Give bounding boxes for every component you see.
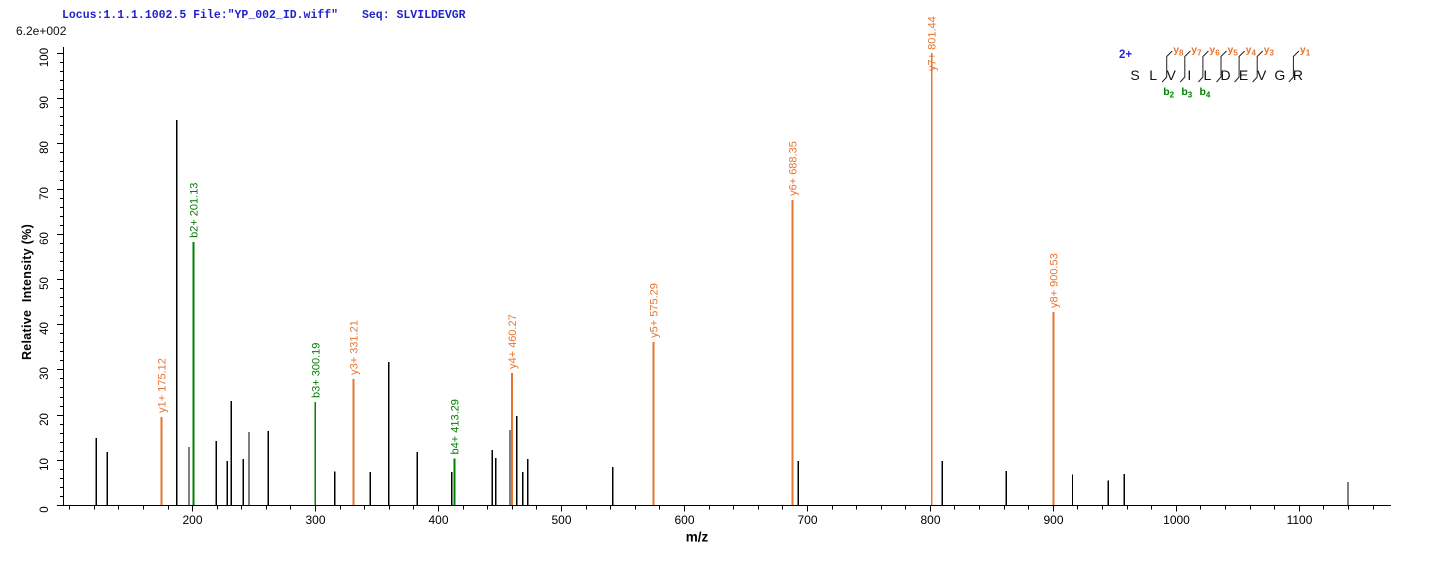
- y-tick-label: 60: [39, 232, 51, 245]
- y-tick-label: 80: [39, 141, 51, 154]
- y-ticks: [57, 53, 63, 506]
- y-tick-label: 30: [39, 367, 51, 380]
- sequence-residue: L: [1149, 67, 1157, 83]
- x-tick-label: 600: [674, 513, 694, 527]
- y-tick-label: 50: [39, 277, 51, 290]
- x-tick-label: 1100: [1287, 513, 1313, 527]
- axes: [63, 47, 1391, 506]
- y-ion-subscript: 4: [1251, 49, 1256, 58]
- y-tick-label: 20: [39, 413, 51, 426]
- y-ion-label: y1: [1300, 44, 1311, 58]
- y-ion-subscript: 6: [1215, 49, 1220, 58]
- spectrum-peaks: [95, 53, 1349, 505]
- y-ion-label: y5: [1228, 44, 1239, 58]
- x-tick-label: 300: [305, 513, 325, 527]
- y-tick-label: 40: [39, 322, 51, 335]
- y-ion-subscript: 1: [1306, 49, 1311, 58]
- locus-file-header: Locus:1.1.1.1002.5 File:"YP_002_ID.wiff": [62, 9, 339, 22]
- y-ion-label: y3: [1264, 44, 1275, 58]
- sequence-header: Seq: SLVILDEVGR: [362, 9, 466, 22]
- y-ion-label: y8: [1173, 44, 1184, 58]
- peak-label: y7+ 801.44: [927, 16, 939, 71]
- x-tick-label: 500: [551, 513, 571, 527]
- fragment-cut-marker: [1288, 50, 1300, 83]
- sequence-residue: V: [1167, 67, 1177, 83]
- peak-label: y6+ 688.35: [788, 141, 800, 196]
- peak-label: b3+ 300.19: [310, 343, 322, 398]
- x-axis-title: m/z: [685, 529, 709, 545]
- b-ion-label: b4: [1199, 86, 1210, 100]
- peak-label: y5+ 575.29: [649, 283, 661, 338]
- precursor-charge-label: 2+: [1119, 49, 1132, 61]
- x-tick-label: 200: [182, 513, 202, 527]
- y-axis-title: Relative Intensity (%): [20, 223, 34, 361]
- sequence-residue: V: [1257, 67, 1267, 83]
- fragment-cut-marker: [1179, 50, 1191, 83]
- y-ion-label: y7: [1191, 44, 1202, 58]
- sequence-residue: S: [1130, 67, 1139, 83]
- y-ion-subscript: 3: [1270, 49, 1275, 58]
- b-ion-subscript: 3: [1188, 91, 1193, 100]
- x-tick-label: 400: [428, 513, 448, 527]
- peak-label: b4+ 413.29: [449, 399, 461, 454]
- fragment-cut-marker: [1161, 50, 1173, 83]
- y-tick-label: 0: [39, 506, 51, 512]
- x-tick-label: 900: [1043, 513, 1063, 527]
- sequence-residue: E: [1239, 67, 1248, 83]
- y-ion-subscript: 7: [1197, 49, 1202, 58]
- sequence-residue: D: [1220, 67, 1230, 83]
- x-tick-label: 700: [797, 513, 817, 527]
- y-ion-label: y6: [1209, 44, 1220, 58]
- peak-label: y8+ 900.53: [1049, 253, 1061, 308]
- peak-label: b2+ 201.13: [189, 183, 201, 238]
- y-tick-label: 10: [39, 458, 51, 471]
- fragment-cut-marker: [1252, 50, 1264, 83]
- sequence-residue: R: [1293, 67, 1303, 83]
- sequence-residue: G: [1274, 67, 1285, 83]
- x-ticks: [69, 505, 1374, 512]
- b-ion-subscript: 4: [1206, 91, 1211, 100]
- x-tick-label: 800: [920, 513, 940, 527]
- sequence-residue: L: [1204, 67, 1212, 83]
- y-tick-label: 90: [39, 96, 51, 109]
- b-ion-label: b3: [1181, 86, 1192, 100]
- peak-label: y4+ 460.27: [507, 314, 519, 369]
- y-ion-subscript: 8: [1179, 49, 1184, 58]
- fragment-cut-marker: [1198, 50, 1209, 83]
- y-ion-label: y4: [1246, 44, 1257, 58]
- b-ion-label: b2: [1163, 86, 1174, 100]
- base-peak-intensity-label: 6.2e+002: [16, 24, 67, 38]
- y-tick-label: 70: [39, 187, 51, 200]
- peak-label: y3+ 331.21: [348, 320, 360, 375]
- y-tick-label: 100: [39, 48, 51, 67]
- peak-label: y1+ 175.12: [157, 358, 169, 413]
- fragment-cut-marker: [1216, 50, 1227, 83]
- x-tick-label: 1000: [1163, 513, 1190, 527]
- b-ion-subscript: 2: [1170, 91, 1175, 100]
- fragment-cut-marker: [1234, 50, 1245, 83]
- sequence-residue: I: [1187, 67, 1191, 83]
- y-ion-subscript: 5: [1233, 49, 1238, 58]
